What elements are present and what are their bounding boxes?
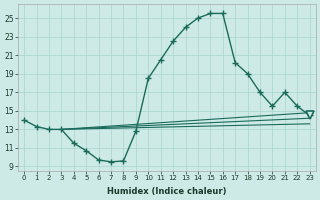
X-axis label: Humidex (Indice chaleur): Humidex (Indice chaleur): [107, 187, 227, 196]
